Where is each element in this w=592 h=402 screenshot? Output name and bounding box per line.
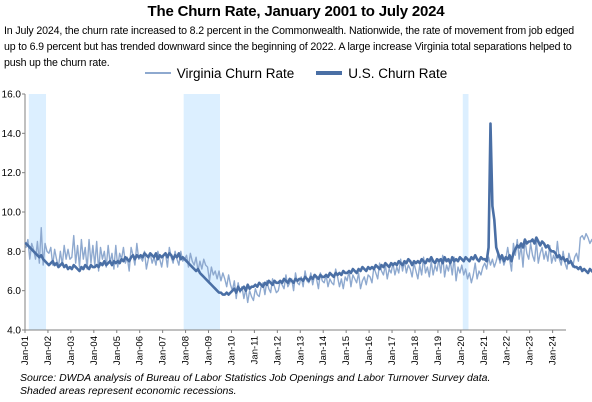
legend-label-virginia: Virginia Churn Rate (176, 65, 295, 81)
y-tick-label: 12.0 (2, 168, 22, 179)
y-tick-label: 16.0 (2, 90, 22, 101)
x-tick-label: Jan-07 (158, 336, 169, 365)
x-tick-label: Jan-15 (341, 336, 352, 365)
x-tick-label: Jan-21 (479, 336, 490, 365)
x-tick-label: Jan-11 (249, 336, 260, 364)
x-tick-label: Jan-08 (181, 336, 192, 365)
x-tick-label: Jan-14 (318, 336, 329, 365)
x-tick-label: Jan-13 (295, 336, 306, 365)
x-tick-label: Jan-24 (548, 336, 559, 365)
x-tick-label: Jan-09 (204, 336, 215, 365)
chart-legend: Virginia Churn Rate U.S. Churn Rate (0, 63, 592, 83)
x-tick-label: Jan-12 (272, 336, 283, 365)
y-tick-label: 10.0 (2, 208, 22, 219)
x-tick-label: Jan-18 (410, 336, 421, 365)
x-tick-label: Jan-06 (135, 336, 146, 365)
x-tick-label: Jan-22 (502, 336, 513, 365)
x-tick-label: Jan-10 (226, 336, 237, 365)
x-tick-label: Jan-16 (364, 336, 375, 365)
recession-band-3 (462, 94, 469, 330)
x-tick-label: Jan-01 (20, 336, 31, 365)
y-tick-label: 6.0 (7, 286, 21, 297)
source-note: Source: DWDA analysis of Bureau of Labor… (20, 372, 491, 384)
recession-band-2 (183, 94, 220, 330)
series-line-us (24, 122, 592, 296)
x-tick-label: Jan-05 (112, 336, 123, 365)
y-tick-label: 4.0 (7, 326, 21, 337)
legend-item-virginia: Virginia Churn Rate (144, 65, 295, 81)
recession-band-1 (28, 94, 47, 330)
legend-swatch-us (316, 71, 343, 75)
x-tick-label: Jan-02 (43, 336, 54, 365)
recession-note: Shaded areas represent economic recessio… (20, 385, 237, 397)
legend-label-us: U.S. Churn Rate (348, 65, 448, 81)
series-line-virginia (25, 227, 592, 304)
chart-title: The Churn Rate, January 2001 to July 202… (147, 3, 445, 20)
x-tick-label: Jan-17 (387, 336, 398, 365)
legend-swatch-virginia (144, 72, 171, 74)
y-tick-label: 14.0 (2, 129, 22, 140)
y-tick-label: 8.0 (7, 247, 21, 258)
x-tick-label: Jan-03 (66, 336, 77, 365)
legend-item-us: U.S. Churn Rate (316, 66, 447, 81)
x-tick-label: Jan-23 (525, 336, 536, 365)
x-tick-label: Jan-20 (456, 336, 467, 365)
chart-subtitle: In July 2024, the churn rate increased t… (4, 25, 574, 69)
chart-footnote: Source: DWDA analysis of Bureau of Labor… (20, 372, 490, 398)
x-tick-label: Jan-19 (433, 336, 444, 365)
x-tick-label: Jan-04 (89, 336, 100, 365)
